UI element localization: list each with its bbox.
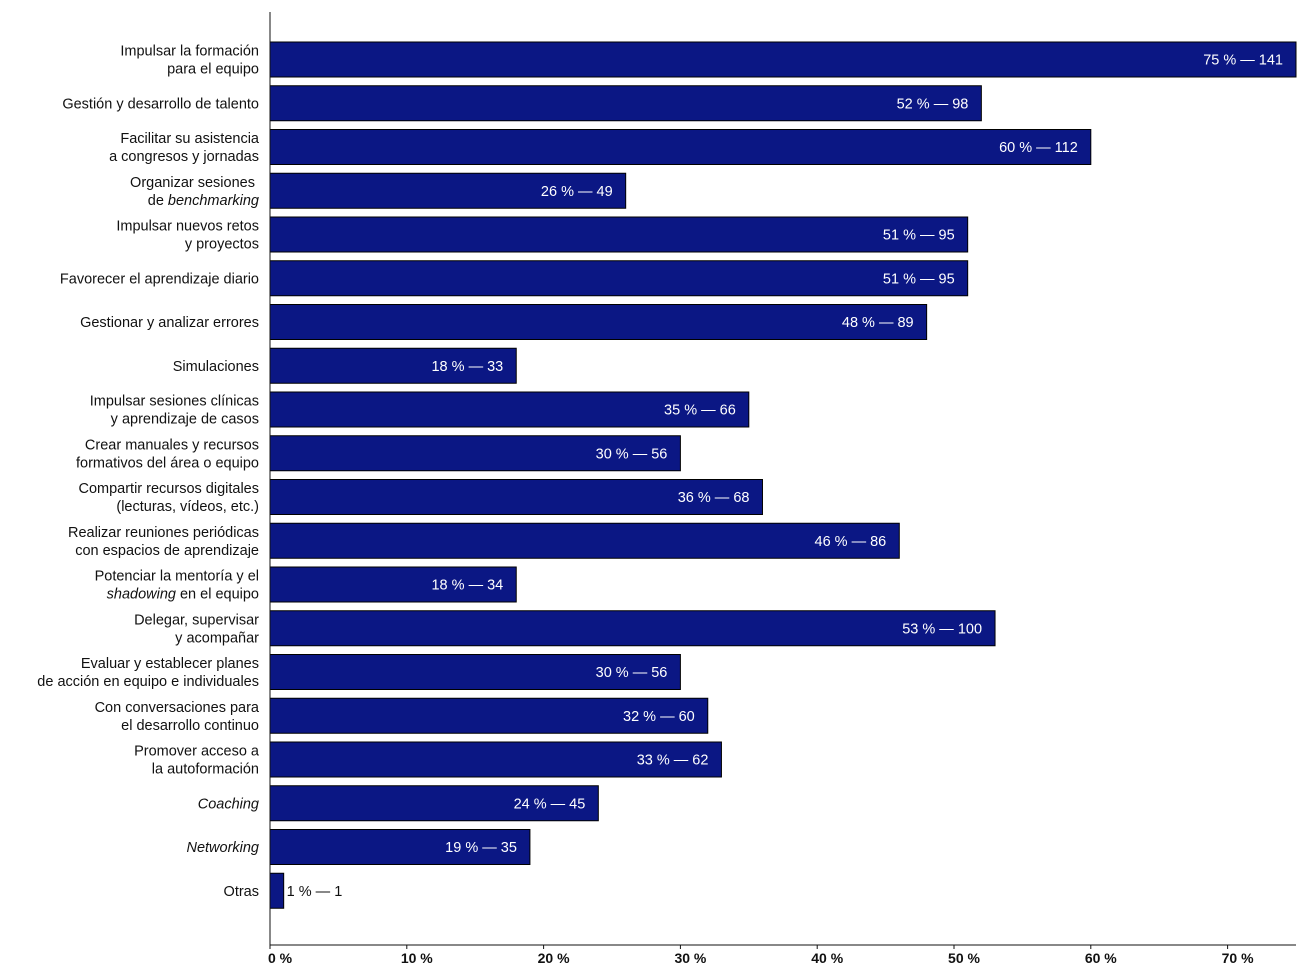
- x-tick-label: 50 %: [948, 950, 980, 966]
- bar: [269, 610, 996, 647]
- x-tick-label: 10 %: [401, 950, 433, 966]
- value-label: 32 % — 60: [623, 709, 695, 725]
- category-label: Promover acceso a la autoformación: [134, 744, 260, 778]
- bar: [269, 785, 599, 822]
- category-label: Compartir recursos digitales (lecturas, v…: [78, 481, 259, 515]
- bar: [269, 172, 627, 209]
- value-label: 53 % — 100: [902, 621, 982, 637]
- category-label: Favorecer el aprendizaje diario: [60, 271, 259, 287]
- category-label: Evaluar y establecer planes de acción en …: [37, 656, 259, 690]
- bar: [269, 829, 531, 865]
- value-label: 46 % — 86: [815, 534, 887, 550]
- category-label: Crear manuales y recursos formativos del …: [76, 437, 259, 471]
- x-tick-label: 30 %: [674, 950, 706, 966]
- bars-layer: Impulsar la formación para el equipo 75 % …: [37, 41, 1297, 909]
- category-label: Facilitar su asistencia a congresos y jor…: [109, 131, 260, 165]
- category-label: Gestión y desarrollo de talento: [62, 96, 259, 112]
- value-label: 75 % — 141: [1203, 53, 1283, 69]
- bar: [269, 872, 285, 909]
- x-tick-label: 70 %: [1222, 950, 1254, 966]
- category-label: Networking: [186, 840, 259, 856]
- value-label: 52 % — 98: [897, 96, 969, 112]
- category-label: Impulsar la formación para el equipo: [120, 44, 259, 78]
- bar: [269, 654, 681, 690]
- bar: [269, 391, 750, 428]
- value-label: 36 % — 68: [678, 490, 750, 506]
- bar: [269, 304, 928, 340]
- category-label: Impulsar nuevos retos y proyectos: [116, 219, 259, 253]
- bar: [269, 522, 900, 559]
- value-label: 18 % — 33: [431, 359, 503, 375]
- category-label: Gestionar y analizar errores: [80, 315, 259, 331]
- category-label: Potenciar la mentoría y el shadowing en e…: [95, 569, 259, 603]
- value-label: 19 % — 35: [445, 840, 517, 856]
- value-label: 1 % — 1: [287, 884, 343, 900]
- value-label: 51 % — 95: [883, 228, 955, 244]
- value-label: 35 % — 66: [664, 403, 736, 419]
- x-tick-label: 20 %: [538, 950, 570, 966]
- bar: [269, 85, 982, 122]
- bar: [269, 479, 763, 515]
- value-label: 18 % — 34: [431, 578, 503, 594]
- category-label: Con conversaciones para el desarrollo con…: [95, 700, 260, 734]
- value-label: 51 % — 95: [883, 271, 955, 287]
- bar: [269, 347, 517, 384]
- value-label: 33 % — 62: [637, 753, 709, 769]
- category-label: Delegar, supervisar y acompañar: [134, 612, 259, 646]
- value-label: 48 % — 89: [842, 315, 914, 331]
- category-label: Impulsar sesiones clínicas y aprendizaje …: [90, 394, 259, 428]
- category-label: Coaching: [198, 796, 259, 812]
- bar: [269, 260, 969, 297]
- bar: [269, 435, 681, 472]
- x-tick-label: 0 %: [268, 950, 293, 966]
- axis-layer: 0 % 10 % 20 % 30 % 40 % 50 % 60 % 70 %: [268, 12, 1296, 966]
- category-label: Otras: [224, 884, 259, 900]
- bar: [269, 129, 1092, 165]
- value-label: 26 % — 49: [541, 184, 613, 200]
- category-label: Organizar sesiones de benchmarking: [130, 175, 259, 209]
- category-label: Simulaciones: [173, 359, 259, 375]
- value-label: 60 % — 112: [999, 140, 1078, 156]
- bar: [269, 41, 1297, 78]
- x-tick-label: 60 %: [1085, 950, 1117, 966]
- x-tick-label: 40 %: [811, 950, 843, 966]
- value-label: 24 % — 45: [514, 796, 586, 812]
- value-label: 30 % — 56: [596, 446, 668, 462]
- bar: [269, 216, 969, 253]
- value-label: 30 % — 56: [596, 665, 668, 681]
- category-label: Realizar reuniones periódicas con espacio…: [68, 525, 259, 559]
